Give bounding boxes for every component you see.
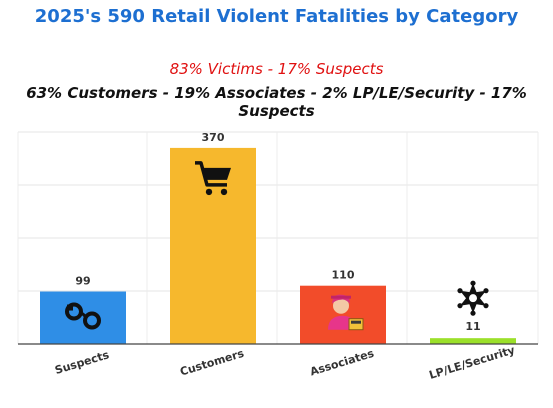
bar	[170, 147, 256, 344]
bar	[300, 285, 386, 344]
tick-label: Associates	[308, 347, 375, 379]
bar	[40, 291, 126, 344]
data-label: 110	[332, 269, 355, 282]
tick-label: Suspects	[53, 348, 111, 377]
chart-subtitle-victims: 83% Victims - 17% Suspects	[169, 60, 384, 78]
data-label: 370	[202, 131, 225, 144]
bar	[430, 338, 516, 344]
bar-group-customers: 370 Customers	[170, 131, 256, 379]
chart-title: 2025's 590 Retail Violent Fatalities by …	[34, 6, 519, 27]
bar-group-associates: 110 Associates	[300, 269, 386, 379]
tick-label: LP/LE/Security	[428, 343, 517, 381]
sheriff-star-icon	[457, 280, 489, 316]
data-label: 11	[465, 320, 480, 333]
chart-subtitle-breakdown: 63% Customers - 19% Associates - 2% LP/L…	[26, 84, 527, 120]
handcuffs-icon	[65, 302, 101, 330]
cashier-icon	[328, 294, 364, 331]
bar-group-suspects: 99 Suspects	[40, 275, 126, 377]
tick-label: Customers	[178, 347, 246, 379]
shopping-cart-icon	[195, 161, 231, 196]
data-label: 99	[75, 275, 90, 288]
bar-group-lp-le-security: 11 LP/LE/Security	[428, 280, 517, 382]
